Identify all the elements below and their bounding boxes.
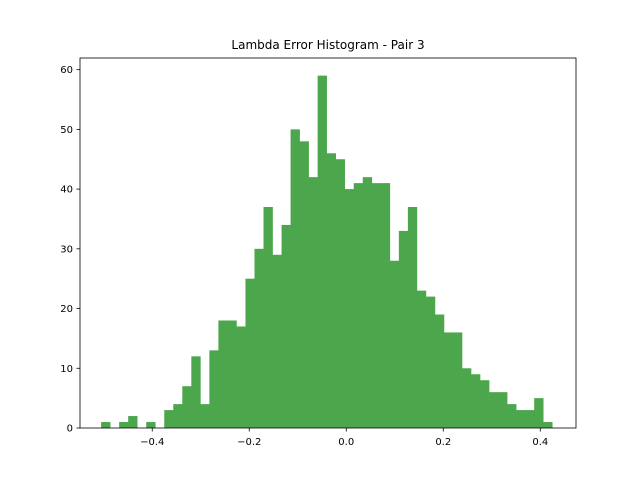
histogram-bar bbox=[425, 296, 436, 428]
histogram-bar bbox=[516, 410, 526, 428]
histogram-bar bbox=[101, 422, 111, 428]
histogram-bar bbox=[362, 177, 373, 428]
x-tick-label: −0.2 bbox=[237, 437, 261, 448]
histogram-bar bbox=[254, 248, 264, 428]
x-tick-label: 0.2 bbox=[435, 437, 451, 448]
x-axis: −0.4 −0.2 0.0 0.2 0.4 bbox=[140, 428, 548, 448]
histogram-bar bbox=[371, 183, 382, 428]
y-tick-label: 40 bbox=[60, 185, 73, 196]
histogram-bar bbox=[443, 332, 454, 428]
y-tick-label: 20 bbox=[60, 304, 73, 315]
y-tick-label: 0 bbox=[67, 424, 73, 435]
histogram-bar bbox=[353, 183, 364, 428]
x-tick-label: 0.0 bbox=[338, 437, 354, 448]
histogram-bar bbox=[398, 230, 409, 428]
histogram-bar bbox=[218, 320, 228, 428]
plot-frame bbox=[79, 57, 577, 429]
histogram-bar bbox=[173, 404, 183, 428]
histogram-bar bbox=[191, 356, 201, 428]
histogram-bar bbox=[471, 374, 481, 428]
histogram-bar bbox=[209, 350, 219, 428]
histogram-bar bbox=[407, 207, 418, 428]
histogram-bar bbox=[128, 416, 138, 428]
histogram-bar bbox=[200, 404, 210, 428]
histogram-bar bbox=[380, 183, 391, 428]
histogram-bar bbox=[236, 326, 246, 428]
y-tick-label: 60 bbox=[60, 65, 73, 76]
histogram-bar bbox=[507, 404, 517, 428]
histogram-bar bbox=[263, 207, 273, 428]
histogram-bar bbox=[434, 314, 445, 428]
histogram-bar bbox=[335, 159, 346, 428]
histogram-bar bbox=[389, 260, 400, 428]
histogram-bar bbox=[489, 392, 499, 428]
histogram-bar bbox=[326, 153, 336, 428]
y-axis: 0 10 20 30 40 50 60 bbox=[60, 65, 80, 435]
histogram-bar bbox=[290, 129, 300, 428]
x-tick-label: −0.4 bbox=[140, 437, 164, 448]
y-tick-label: 10 bbox=[60, 364, 73, 375]
histogram-bar bbox=[416, 290, 427, 428]
histogram-bar bbox=[245, 278, 255, 428]
histogram-bar bbox=[344, 189, 355, 428]
histogram-bar bbox=[164, 410, 174, 428]
histogram-bar bbox=[498, 392, 508, 428]
histogram-bar bbox=[543, 422, 553, 428]
y-tick-label: 50 bbox=[60, 125, 73, 136]
histogram-bar bbox=[525, 410, 535, 428]
histogram-bar bbox=[308, 177, 318, 428]
histogram-bar bbox=[227, 320, 237, 428]
histogram-bar bbox=[534, 398, 544, 428]
histogram-bar bbox=[317, 75, 327, 428]
histogram-bar bbox=[452, 332, 463, 428]
histogram-bar bbox=[462, 368, 472, 428]
chart-title: Lambda Error Histogram - Pair 3 bbox=[231, 38, 424, 52]
x-tick-label: 0.4 bbox=[532, 437, 548, 448]
histogram-bar bbox=[182, 386, 192, 428]
histogram-bar bbox=[146, 422, 156, 428]
histogram-bar bbox=[119, 422, 129, 428]
y-tick-label: 30 bbox=[60, 244, 73, 255]
histogram-bar bbox=[281, 224, 291, 428]
histogram-bar bbox=[299, 141, 309, 428]
histogram-bar bbox=[480, 380, 490, 428]
histogram-bar bbox=[272, 254, 282, 428]
histogram-bars bbox=[101, 75, 553, 428]
